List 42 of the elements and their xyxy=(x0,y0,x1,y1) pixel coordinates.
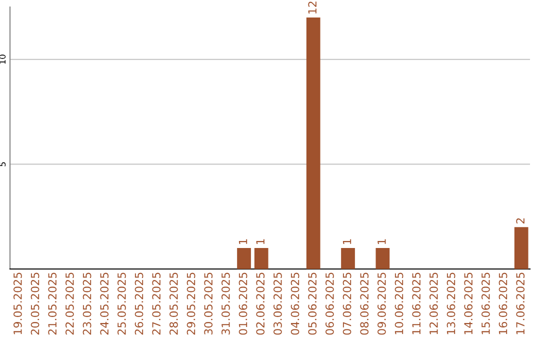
x-tick-label: 01.06.2025 xyxy=(238,272,248,335)
x-tick-label: 10.06.2025 xyxy=(394,272,404,334)
data-label: 12 xyxy=(308,2,316,14)
x-tick-label: 20.05.2025 xyxy=(30,272,40,335)
x-tick-label: 16.06.2025 xyxy=(498,272,508,334)
data-label: 1 xyxy=(378,239,386,244)
x-tick-label: 12.06.2025 xyxy=(429,272,438,334)
x-tick-label: 30.05.2025 xyxy=(204,272,213,335)
x-tick-label: 03.06.2025 xyxy=(273,272,282,335)
x-tick-label: 26.05.2025 xyxy=(134,272,144,335)
x-tick-label: 02.06.2025 xyxy=(256,272,265,335)
bar xyxy=(514,227,528,269)
x-tick-label: 25.05.2025 xyxy=(117,272,126,335)
data-label: 1 xyxy=(238,239,248,244)
x-tick-label: 23.05.2025 xyxy=(82,272,92,335)
bar xyxy=(341,248,355,269)
bar xyxy=(376,248,390,269)
x-tick-label: 28.05.2025 xyxy=(169,272,178,335)
x-tick-label: 29.05.2025 xyxy=(186,272,196,335)
bar xyxy=(306,17,320,269)
x-tick-label: 13.06.2025 xyxy=(446,272,456,334)
data-label: 1 xyxy=(342,239,352,244)
x-tick-label: 06.06.2025 xyxy=(325,272,334,335)
x-tick-label: 27.05.2025 xyxy=(152,272,161,335)
x-tick-label: 11.06.2025 xyxy=(412,272,421,334)
x-tick-label: 04.06.2025 xyxy=(290,272,300,335)
data-label: 2 xyxy=(516,218,524,224)
x-tick-label: 24.05.2025 xyxy=(100,272,109,335)
x-tick-label: 14.06.2025 xyxy=(464,272,473,334)
x-tick-label: 19.05.2025 xyxy=(13,272,22,334)
data-label: 1 xyxy=(256,239,264,244)
x-tick-label: 07.06.2025 xyxy=(342,272,352,335)
x-tick-label: 31.05.2025 xyxy=(221,272,230,335)
x-tick-label: 05.06.2025 xyxy=(308,272,317,335)
x-tick-label: 17.06.2025 xyxy=(516,272,525,334)
bar xyxy=(237,248,251,269)
bar xyxy=(254,248,268,269)
x-tick-label: 09.06.2025 xyxy=(377,272,386,335)
x-tick-label: 21.05.2025 xyxy=(48,272,57,335)
x-tick-label: 22.05.2025 xyxy=(65,272,74,335)
x-tick-label: 08.06.2025 xyxy=(360,272,369,335)
x-tick-label: 15.06.2025 xyxy=(481,272,490,334)
